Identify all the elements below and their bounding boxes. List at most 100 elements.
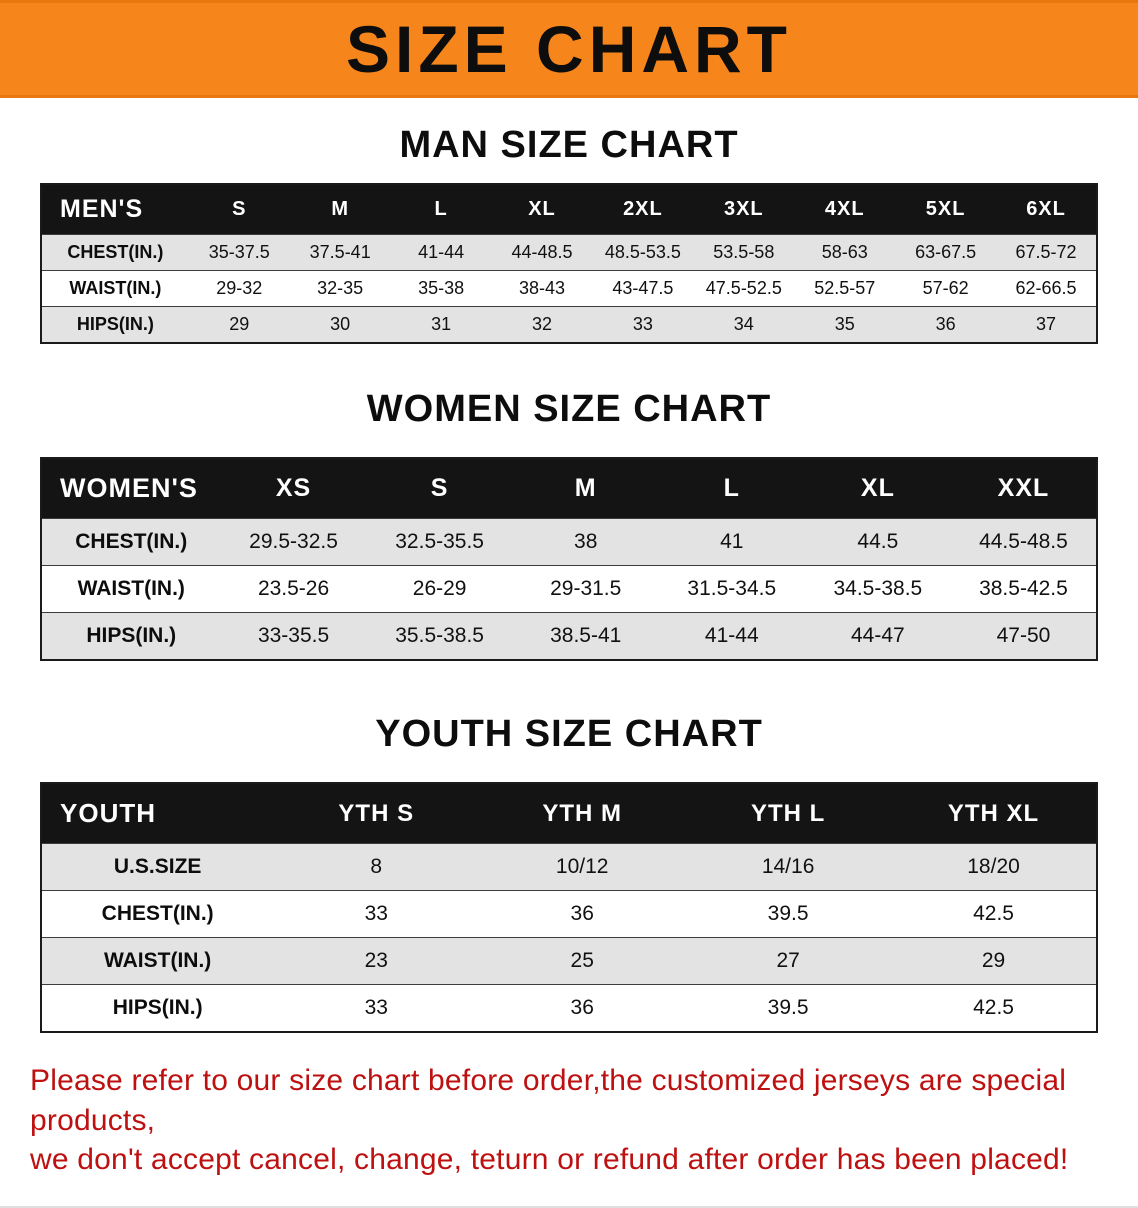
size-value-cell: 53.5-58: [713, 242, 775, 262]
size-value-cell: 67.5-72: [1015, 242, 1077, 262]
size-value-cell: 37.5-41: [309, 242, 371, 262]
youth-size-chart-heading: YOUTH SIZE CHART: [375, 713, 763, 755]
disclaimer-line-1: Please refer to our size chart before or…: [30, 1064, 1067, 1137]
measurement-label: HIPS(IN.): [112, 996, 203, 1019]
size-value-cell: 36: [570, 902, 594, 925]
size-value-cell: 37: [1036, 314, 1057, 334]
size-value-cell: 26-29: [412, 577, 467, 600]
size-value-cell: 48.5-53.5: [604, 242, 681, 262]
measurement-row: WAIST(IN.) 23 25 27 29: [41, 937, 1097, 985]
measurement-row: HIPS(IN.) 33 36 39.5 42.5: [41, 984, 1097, 1032]
size-value-cell: 27: [776, 949, 800, 972]
size-column-header: XL: [491, 184, 593, 235]
size-value-cell: 29: [981, 949, 1006, 972]
size-value-cell: 44-48.5: [511, 242, 573, 262]
size-column-header: 3XL: [693, 184, 795, 235]
size-value-cell: 38-43: [518, 278, 566, 298]
mens-size-table: MEN'S S M L XL 2XL 3XL 4XL 5XL 6XL CHEST(IN.) 35-37…: [40, 183, 1098, 344]
table-group-label: WOMEN'S: [41, 458, 221, 519]
size-value-cell: 29-32: [216, 278, 263, 298]
size-value-cell: 44-47: [851, 624, 905, 647]
size-column-header: 6XL: [996, 184, 1097, 235]
size-column-header: S: [188, 184, 290, 235]
size-value-cell: 23: [364, 949, 388, 972]
measurement-label: WAIST(IN.): [103, 949, 212, 972]
size-value-cell: 33: [632, 314, 653, 334]
size-column-header: XL: [804, 458, 951, 519]
size-value-cell: 43-47.5: [612, 278, 674, 298]
measurement-label: HIPS(IN.): [76, 314, 154, 334]
size-value-cell: 42.5: [973, 902, 1014, 925]
size-value-cell: 31: [431, 314, 452, 334]
size-value-cell: 33-35.5: [257, 624, 330, 647]
man-size-chart-heading: MAN SIZE CHART: [399, 124, 739, 166]
size-value-cell: 36: [570, 996, 594, 1019]
size-column-header: L: [390, 184, 492, 235]
measurement-label: CHEST(IN.): [67, 242, 164, 262]
size-value-cell: 8: [370, 855, 383, 878]
size-value-cell: 32: [531, 314, 553, 334]
size-value-cell: 32-35: [317, 278, 364, 298]
measurement-label: HIPS(IN.): [86, 624, 177, 647]
size-column-header: M: [289, 184, 391, 235]
size-value-cell: 29.5-32.5: [249, 530, 338, 553]
size-column-header: S: [366, 458, 513, 519]
size-column-header: M: [512, 458, 659, 519]
size-value-cell: 23.5-26: [257, 577, 330, 600]
size-value-cell: 39.5: [767, 996, 809, 1019]
size-column-header: YTH L: [685, 783, 892, 844]
youth-size-table: YOUTH YTH S YTH M YTH L YTH XL U.S.SIZE 8 10/12…: [40, 782, 1098, 1033]
size-value-cell: 34.5-38.5: [833, 577, 923, 600]
youth-table-wrapper: YOUTH YTH S YTH M YTH L YTH XL U.S.SIZE 8 10/12…: [40, 782, 1098, 1033]
size-value-cell: 31.5-34.5: [687, 577, 777, 600]
size-value-cell: 57-62: [922, 278, 969, 298]
size-column-header: YTH S: [273, 783, 480, 844]
size-value-cell: 52.5-57: [814, 278, 876, 298]
size-value-cell: 38.5-42.5: [979, 577, 1068, 600]
size-value-cell: 35-38: [418, 278, 465, 298]
size-column-header: L: [658, 458, 805, 519]
size-value-cell: 47-50: [996, 624, 1051, 647]
size-column-header: XS: [220, 458, 367, 519]
measurement-label: CHEST(IN.): [101, 902, 214, 925]
disclaimer-line-2: we don't accept cancel, change, teturn o…: [30, 1143, 1069, 1177]
size-column-header: 2XL: [592, 184, 694, 235]
measurement-row: HIPS(IN.) 33-35.5 35.5-38.5 38.5-41 41-44 44-…: [41, 612, 1097, 660]
size-column-header: YTH XL: [891, 783, 1097, 844]
size-value-cell: 18/20: [967, 855, 1020, 878]
order-disclaimer: Please refer to our size chart before or…: [0, 1061, 1138, 1206]
size-value-cell: 29: [229, 314, 250, 334]
womens-size-table: WOMEN'S XS S M L XL XXL CHEST(IN.) 29.5-32.5 32.5…: [40, 457, 1098, 661]
table-header-row: WOMEN'S XS S M L XL XXL: [41, 458, 1097, 519]
size-value-cell: 32.5-35.5: [395, 530, 484, 553]
size-value-cell: 41-44: [704, 624, 759, 647]
size-value-cell: 29-31.5: [550, 577, 622, 600]
size-value-cell: 63-67.5: [915, 242, 977, 262]
size-value-cell: 44.5-48.5: [979, 530, 1068, 553]
size-value-cell: 41-44: [418, 242, 465, 262]
table-group-label: MEN'S: [41, 184, 189, 235]
measurement-row: CHEST(IN.) 29.5-32.5 32.5-35.5 38 41 44.5 44.5…: [41, 518, 1097, 566]
table-header-row: MEN'S S M L XL 2XL 3XL 4XL 5XL 6XL: [41, 184, 1097, 235]
size-value-cell: 38: [574, 530, 598, 553]
measurement-row: WAIST(IN.) 23.5-26 26-29 29-31.5 31.5-34.5 34…: [41, 565, 1097, 613]
measurement-row: HIPS(IN.) 29 30 31 32 33 34 35 36 37: [41, 306, 1097, 343]
measurement-label: WAIST(IN.): [69, 278, 162, 298]
measurement-row: U.S.SIZE 8 10/12 14/16 18/20: [41, 843, 1097, 891]
size-value-cell: 33: [364, 902, 388, 925]
size-value-cell: 25: [570, 949, 594, 972]
size-value-cell: 44.5: [857, 530, 899, 553]
size-value-cell: 34: [733, 314, 754, 334]
size-column-header: XXL: [950, 458, 1097, 519]
mens-table-wrapper: MEN'S S M L XL 2XL 3XL 4XL 5XL 6XL CHEST(IN.) 35-37…: [40, 183, 1098, 344]
page-title: SIZE CHART: [346, 12, 792, 86]
table-header-row: YOUTH YTH S YTH M YTH L YTH XL: [41, 783, 1097, 844]
measurement-label: CHEST(IN.): [75, 530, 188, 553]
measurement-row: WAIST(IN.) 29-32 32-35 35-38 38-43 43-47.5 47.…: [41, 270, 1097, 307]
measurement-label: WAIST(IN.): [77, 577, 185, 600]
table-group-label: YOUTH: [41, 783, 274, 844]
size-value-cell: 14/16: [761, 855, 815, 878]
size-value-cell: 35: [834, 314, 855, 334]
measurement-row: CHEST(IN.) 35-37.5 37.5-41 41-44 44-48.5 48.5…: [41, 234, 1097, 271]
